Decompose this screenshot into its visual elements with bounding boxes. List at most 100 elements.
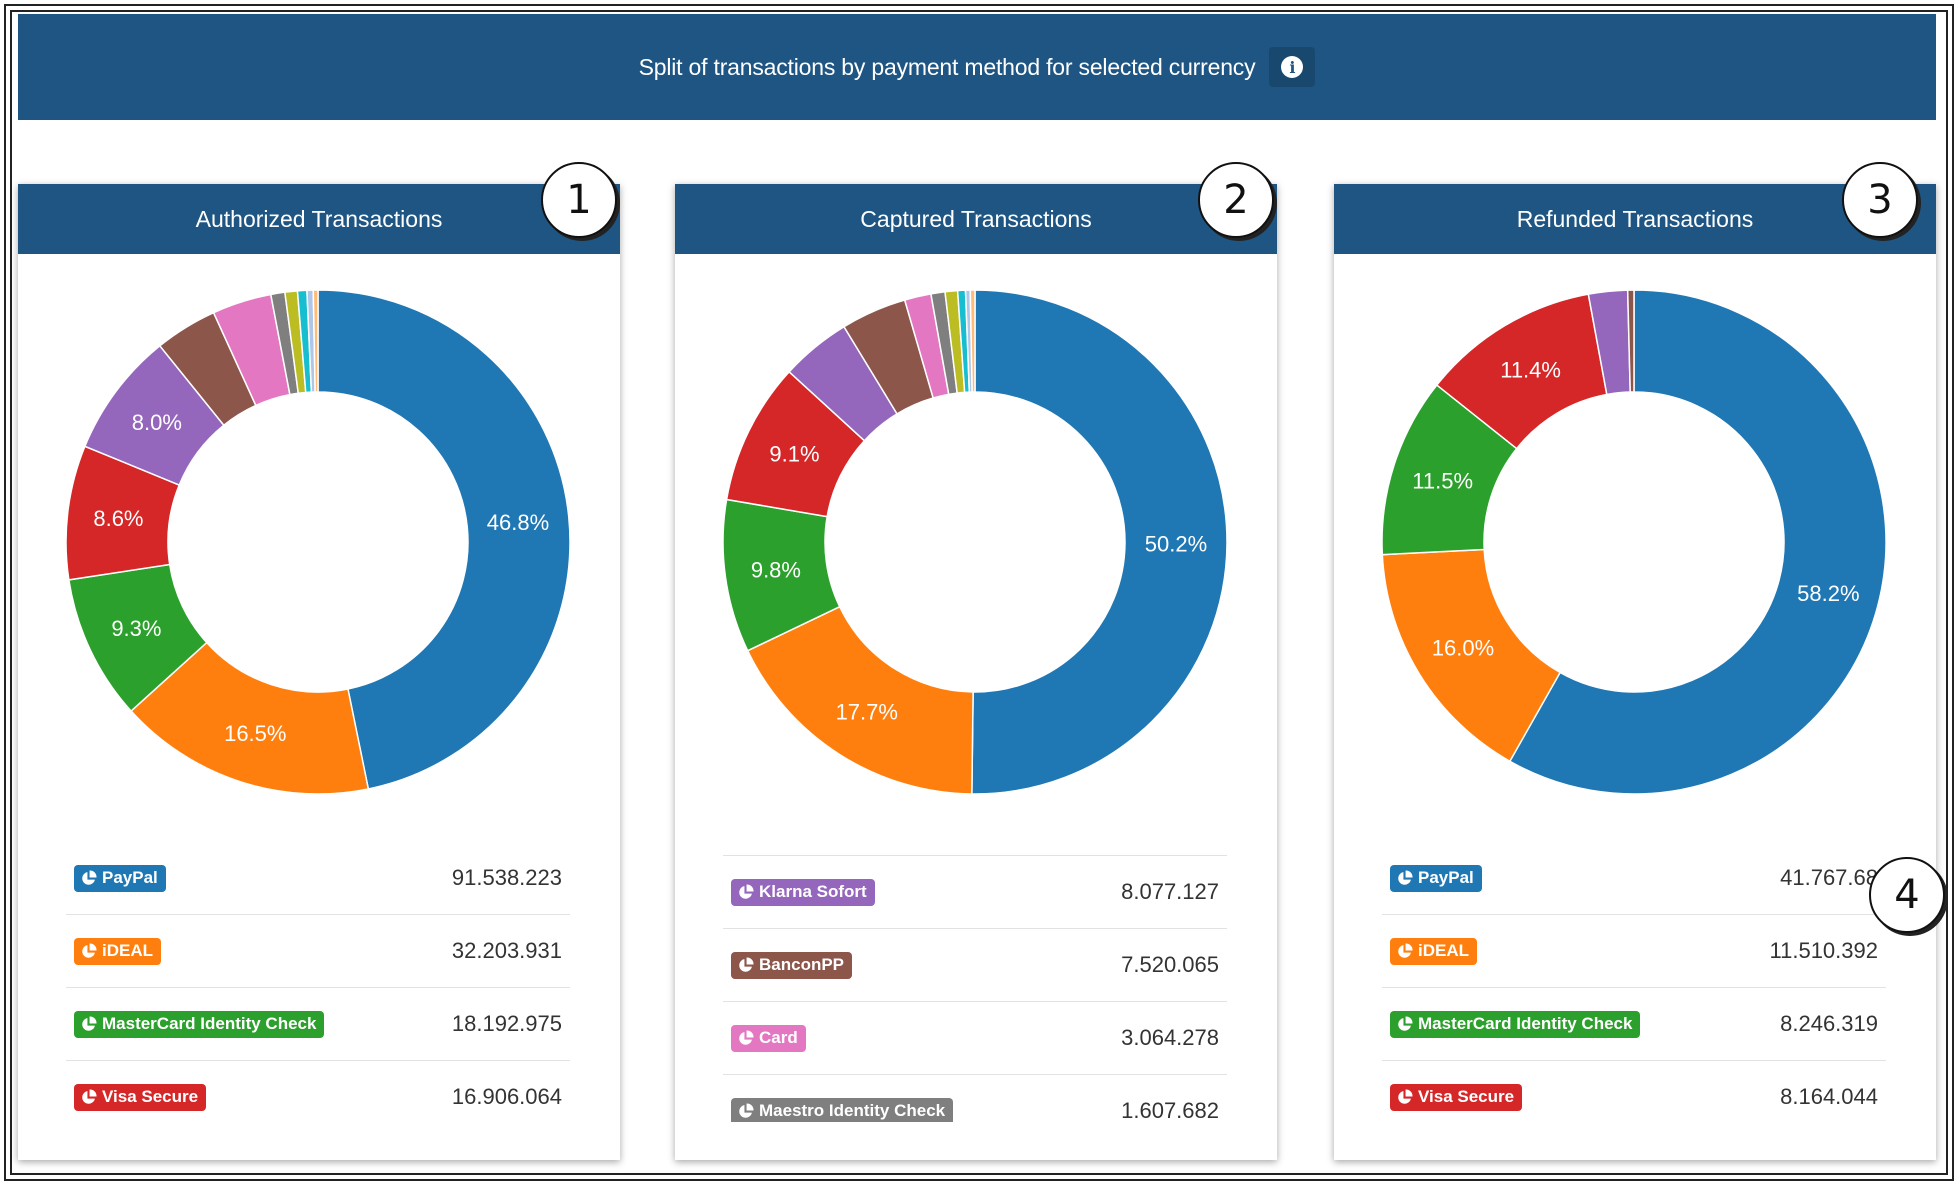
payment-method-label: Maestro Identity Check: [759, 1101, 946, 1120]
page-title: Split of transactions by payment method …: [638, 53, 1256, 80]
transaction-value: 8.246.319: [1780, 1011, 1878, 1036]
payment-method-badge[interactable]: Card: [731, 1024, 806, 1052]
donut-slice-other-11[interactable]: [312, 289, 319, 393]
payment-method-label: iDEAL: [1418, 941, 1469, 960]
payment-method-label: Visa Secure: [102, 1087, 199, 1106]
payment-method-badge[interactable]: Visa Secure: [74, 1083, 207, 1111]
transaction-value: 1.607.682: [1121, 1098, 1219, 1122]
payment-method-label: MasterCard Identity Check: [102, 1014, 317, 1033]
payment-method-badge[interactable]: Klarna Sofort: [731, 878, 875, 906]
panel-title: Authorized Transactions: [18, 184, 620, 254]
payment-method-label: Card: [759, 1028, 798, 1047]
payment-method-badge[interactable]: MasterCard Identity Check: [1390, 1010, 1641, 1038]
pie-chart-icon: [1398, 1089, 1413, 1104]
payment-method-label: iDEAL: [102, 941, 153, 960]
payment-method-badge[interactable]: Maestro Identity Check: [731, 1097, 954, 1122]
pie-chart-icon: [1398, 870, 1413, 885]
slice-percent-label: 17.7%: [836, 699, 898, 724]
legend-row[interactable]: BanconPP 7.520.065: [723, 929, 1227, 1002]
panel-title: Captured Transactions: [675, 184, 1277, 254]
payment-method-badge[interactable]: Visa Secure: [1390, 1083, 1523, 1111]
legend-row[interactable]: MasterCard Identity Check 8.246.319: [1382, 988, 1886, 1061]
payment-method-label: BanconPP: [759, 955, 845, 974]
slice-percent-label: 50.2%: [1145, 531, 1207, 556]
transaction-value: 16.906.064: [451, 1084, 562, 1109]
transaction-value: 32.203.931: [451, 938, 562, 963]
pie-chart-icon: [739, 884, 754, 899]
donut-slice-paypal[interactable]: [971, 289, 1228, 795]
legend-row[interactable]: iDEAL 11.510.392: [1382, 915, 1886, 988]
payment-method-badge[interactable]: BanconPP: [731, 951, 853, 979]
pie-chart-icon: [82, 1016, 97, 1031]
legend-row[interactable]: Visa Secure 8.164.044: [1382, 1061, 1886, 1122]
transaction-value: 11.510.392: [1769, 938, 1878, 963]
legend-list-refunded: PayPal 41.767.68 iDEAL 11.510.392 MasterCard…: [1382, 842, 1902, 1122]
donut-slice-paypal[interactable]: [1508, 289, 1887, 795]
slice-percent-label: 46.8%: [487, 510, 549, 535]
transaction-value: 18.192.975: [451, 1011, 562, 1036]
legend-list-captured: Klarna Sofort 8.077.127 BanconPP 7.520.065 C…: [723, 842, 1243, 1122]
pie-chart-icon: [1398, 943, 1413, 958]
slice-percent-label: 9.1%: [769, 442, 819, 467]
transaction-value: 7.520.065: [1121, 952, 1219, 977]
payment-method-badge[interactable]: iDEAL: [74, 937, 161, 965]
info-icon: i: [1281, 56, 1304, 78]
legend-list-authorized: PayPal 91.538.223 iDEAL 32.203.931 MasterCar…: [66, 842, 586, 1122]
panel-captured: Captured Transactions 50.2% 17.7% 9.8% 9.1%…: [675, 184, 1277, 1160]
donut-slice-ideal[interactable]: [1381, 548, 1562, 763]
slice-percent-label: 16.5%: [224, 721, 286, 746]
pie-chart-icon: [82, 1089, 97, 1104]
payment-method-label: PayPal: [102, 868, 158, 887]
slice-percent-label: 8.0%: [132, 410, 182, 435]
transaction-value: 41.767.68: [1780, 865, 1878, 890]
legend-row[interactable]: PayPal 41.767.68: [1382, 842, 1886, 915]
legend-row[interactable]: Klarna Sofort 8.077.127: [723, 856, 1227, 929]
donut-slice-paypal[interactable]: [317, 289, 571, 790]
panel-authorized: Authorized Transactions 46.8% 16.5% 9.3% 8.…: [18, 184, 620, 1160]
legend-row[interactable]: Card 3.064.278: [723, 1002, 1227, 1075]
payment-method-label: Klarna Sofort: [759, 882, 867, 901]
donut-slice-other-5[interactable]: [1626, 289, 1635, 393]
payment-method-label: PayPal: [1418, 868, 1474, 887]
legend-row[interactable]: Visa Secure 16.906.064: [66, 1061, 570, 1122]
slice-percent-label: 9.8%: [751, 558, 801, 583]
payment-method-badge[interactable]: iDEAL: [1390, 937, 1477, 965]
callout-marker-3: 3: [1842, 162, 1918, 238]
payment-method-label: MasterCard Identity Check: [1418, 1014, 1633, 1033]
transaction-value: 8.077.127: [1121, 879, 1219, 904]
pie-chart-icon: [739, 1030, 754, 1045]
donut-slice-other-11[interactable]: [969, 289, 976, 393]
dashboard-header: Split of transactions by payment method …: [18, 14, 1936, 120]
legend-row[interactable]: MasterCard Identity Check 18.192.975: [66, 988, 570, 1061]
payment-method-label: Visa Secure: [1418, 1087, 1515, 1106]
slice-percent-label: 16.0%: [1432, 636, 1494, 661]
panel-title: Refunded Transactions: [1334, 184, 1936, 254]
inner-frame: [10, 10, 1948, 1175]
slice-percent-label: 58.2%: [1797, 581, 1859, 606]
slice-percent-label: 9.3%: [111, 616, 161, 641]
transaction-value: 8.164.044: [1780, 1084, 1878, 1109]
pie-chart-icon: [1398, 1016, 1413, 1031]
donut-chart-authorized: 46.8% 16.5% 9.3% 8.6% 8.0%: [65, 289, 571, 795]
payment-method-badge[interactable]: PayPal: [1390, 864, 1482, 892]
callout-marker-1: 1: [541, 162, 617, 238]
slice-percent-label: 8.6%: [93, 506, 143, 531]
pie-chart-icon: [82, 943, 97, 958]
legend-row-partial: [723, 842, 1227, 856]
donut-chart-refunded: 58.2% 16.0% 11.5% 11.4%: [1381, 289, 1887, 795]
legend-row[interactable]: Maestro Identity Check 1.607.682: [723, 1075, 1227, 1122]
payment-method-badge[interactable]: PayPal: [74, 864, 166, 892]
pie-chart-icon: [739, 1103, 754, 1118]
payment-method-badge[interactable]: MasterCard Identity Check: [74, 1010, 325, 1038]
transaction-value: 3.064.278: [1121, 1025, 1219, 1050]
pie-chart-icon: [739, 957, 754, 972]
slice-percent-label: 11.4%: [1500, 358, 1561, 383]
panel-refunded: Refunded Transactions 58.2% 16.0% 11.5% 11.…: [1334, 184, 1936, 1160]
callout-marker-4: 4: [1869, 857, 1945, 933]
legend-row[interactable]: PayPal 91.538.223: [66, 842, 570, 915]
donut-slice-ideal[interactable]: [746, 605, 974, 795]
donut-chart-captured: 50.2% 17.7% 9.8% 9.1%: [722, 289, 1228, 795]
legend-row[interactable]: iDEAL 32.203.931: [66, 915, 570, 988]
info-button[interactable]: i: [1269, 47, 1316, 87]
transaction-value: 91.538.223: [451, 865, 562, 890]
